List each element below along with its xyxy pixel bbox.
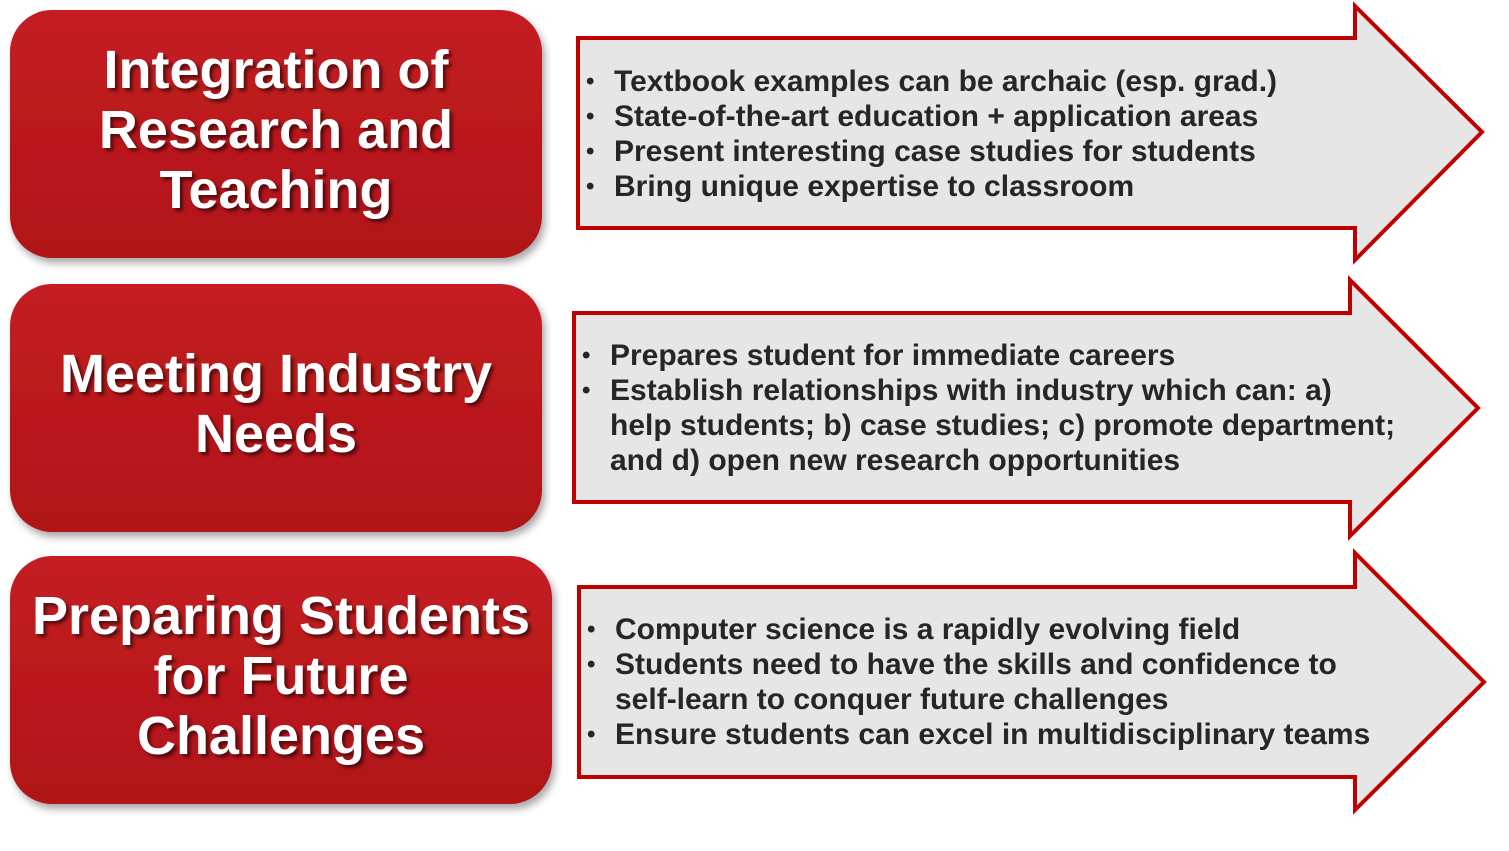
bullet-list: Computer science is a rapidly evolving f…: [585, 592, 1405, 772]
bullet: Ensure students can excel in multidiscip…: [587, 717, 1405, 752]
bullet: Students need to have the skills and con…: [587, 647, 1405, 717]
row-title: Integration of Research and Teaching: [98, 40, 454, 220]
bullet: Bring unique expertise to classroom: [586, 169, 1384, 204]
bullet-list: Textbook examples can be archaic (esp. g…: [584, 54, 1384, 214]
title-box: [10, 284, 542, 532]
row-title: Preparing Students for Future Challenges: [31, 586, 531, 766]
title-box: [10, 556, 552, 804]
row-title: Meeting Industry Needs: [59, 344, 493, 464]
bullet: Prepares student for immediate careers: [582, 338, 1400, 373]
bullet-list: Prepares student for immediate careersEs…: [580, 318, 1400, 498]
bullet: State-of-the-art education + application…: [586, 99, 1384, 134]
bullet: Textbook examples can be archaic (esp. g…: [586, 64, 1384, 99]
title-box: [10, 10, 542, 258]
bullet: Establish relationships with industry wh…: [582, 373, 1400, 478]
bullet: Present interesting case studies for stu…: [586, 134, 1384, 169]
bullet: Computer science is a rapidly evolving f…: [587, 612, 1405, 647]
